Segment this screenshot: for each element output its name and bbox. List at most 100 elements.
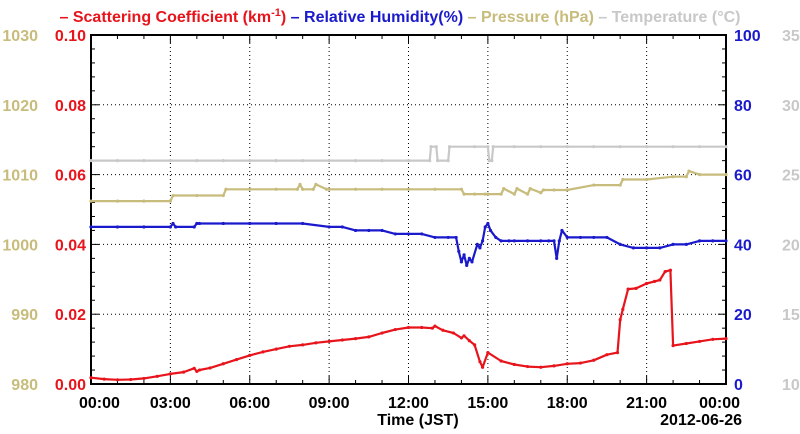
data-point-humidity: [578, 235, 583, 240]
data-point-temperature: [645, 145, 649, 149]
data-point-scattering: [645, 281, 649, 286]
data-point-scattering: [314, 341, 318, 345]
data-point-pressure: [295, 187, 299, 191]
data-point-scattering: [380, 331, 384, 335]
data-point-humidity: [142, 225, 146, 229]
data-point-humidity: [174, 225, 178, 229]
data-point-scattering: [430, 326, 434, 330]
y-tick-label-humidity: 40: [734, 237, 752, 254]
data-point-humidity: [539, 239, 543, 243]
data-point-temperature: [539, 145, 543, 149]
x-tick-label: 18:00: [547, 395, 588, 412]
x-tick-label: 09:00: [309, 395, 350, 412]
data-point-scattering: [393, 327, 397, 332]
data-point-pressure: [171, 193, 175, 198]
legend: – Scattering Coefficient (km-1) – Relati…: [60, 7, 741, 26]
data-point-temperature: [446, 159, 450, 163]
data-point-scattering: [234, 357, 239, 362]
data-point-pressure: [618, 183, 622, 187]
data-point-temperature: [168, 159, 172, 163]
data-point-humidity: [697, 239, 702, 243]
data-point-scattering: [115, 378, 120, 382]
data-point-humidity: [195, 221, 199, 226]
data-point-pressure: [327, 187, 331, 191]
data-point-scattering: [618, 318, 622, 322]
pressure-axis-labels: 980 990 1000 1010 1020 1030: [2, 28, 38, 394]
legend-temperature-label: – Temperature (°C): [594, 9, 741, 26]
data-point-pressure: [433, 187, 437, 191]
data-point-scattering: [420, 325, 424, 330]
y-tick-label-scattering: 0.10: [55, 28, 86, 45]
y-tick-label-humidity: 0: [734, 377, 743, 394]
data-point-humidity: [433, 235, 437, 240]
y-tick-label-scattering: 0.02: [55, 307, 86, 324]
data-point-humidity: [115, 225, 120, 229]
data-point-humidity: [393, 232, 397, 236]
data-point-scattering: [340, 338, 344, 342]
data-point-scattering: [525, 364, 530, 369]
data-point-humidity: [248, 221, 252, 226]
series-temperature: [89, 145, 728, 163]
data-point-temperature: [142, 159, 146, 163]
legend-scattering-label: – Scattering Coefficient (km: [60, 9, 272, 26]
data-point-scattering: [724, 337, 728, 341]
data-point-temperature: [724, 145, 728, 149]
data-point-scattering: [480, 365, 485, 369]
y-tick-label-humidity: 20: [734, 307, 752, 324]
series-pressure: [89, 169, 728, 203]
data-point-scattering: [478, 360, 482, 364]
data-point-temperature: [697, 145, 702, 149]
data-point-humidity: [192, 225, 196, 229]
data-point-pressure: [502, 186, 506, 191]
data-point-scattering: [182, 370, 186, 374]
data-point-pressure: [353, 187, 358, 191]
y-tick-label-temperature: 35: [782, 28, 800, 45]
data-point-scattering: [287, 344, 292, 348]
data-point-pressure: [406, 187, 411, 191]
data-point-scattering: [142, 376, 146, 381]
data-point-scattering: [197, 368, 202, 372]
data-point-pressure: [142, 199, 146, 203]
data-point-humidity: [446, 235, 450, 240]
data-point-temperature: [406, 159, 411, 163]
data-point-pressure: [462, 192, 466, 196]
y-tick-label-temperature: 10: [782, 377, 800, 394]
data-point-temperature: [301, 159, 305, 163]
data-point-pressure: [697, 173, 702, 177]
y-tick-label-temperature: 15: [782, 307, 800, 324]
data-point-scattering: [652, 279, 657, 283]
data-point-humidity: [406, 232, 411, 236]
data-point-scattering: [367, 335, 371, 339]
y-tick-label-scattering: 0.04: [55, 237, 86, 254]
x-tick-label: 00:00: [699, 395, 740, 412]
data-point-scattering: [539, 365, 543, 369]
x-tick-label: 00:00: [79, 395, 120, 412]
series-humidity: [89, 221, 728, 267]
grid: [91, 35, 726, 384]
data-point-humidity: [560, 228, 564, 233]
data-point-humidity: [631, 246, 635, 250]
series-line-humidity: [91, 222, 726, 267]
data-point-pressure: [515, 186, 519, 191]
data-point-humidity: [420, 232, 424, 236]
data-point-scattering: [327, 339, 331, 344]
data-point-scattering: [578, 361, 583, 365]
y-tick-label-pressure: 1010: [2, 168, 38, 185]
humidity-axis-labels: 0 20 40 60 80 100: [734, 28, 761, 394]
legend-scattering-suffix: ): [281, 9, 286, 26]
data-point-pressure: [552, 188, 556, 192]
data-point-pressure: [499, 192, 503, 196]
data-point-temperature: [89, 159, 93, 163]
data-point-humidity: [462, 253, 466, 257]
data-point-scattering: [451, 331, 456, 335]
data-point-humidity: [301, 221, 305, 226]
data-point-pressure: [541, 188, 546, 192]
data-point-humidity: [507, 239, 511, 243]
data-point-humidity: [478, 246, 482, 250]
data-point-pressure: [486, 192, 490, 196]
y-tick-label-pressure: 1020: [2, 98, 38, 115]
data-point-scattering: [605, 353, 609, 357]
data-point-temperature: [592, 145, 596, 149]
data-point-pressure: [671, 175, 675, 179]
data-point-scattering: [192, 366, 196, 370]
